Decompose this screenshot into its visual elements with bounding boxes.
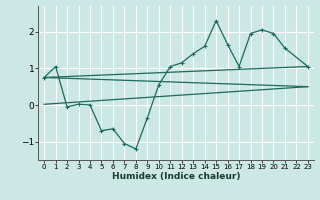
X-axis label: Humidex (Indice chaleur): Humidex (Indice chaleur) <box>112 172 240 181</box>
